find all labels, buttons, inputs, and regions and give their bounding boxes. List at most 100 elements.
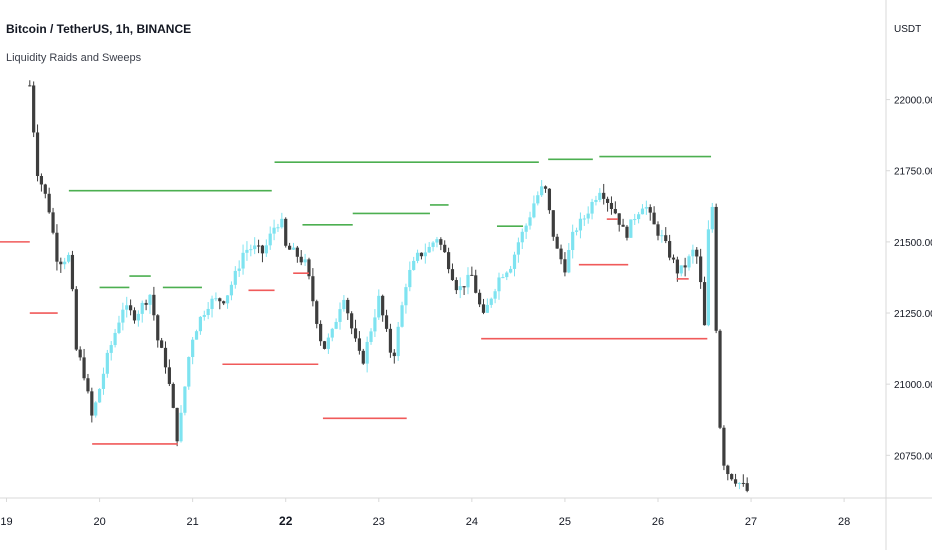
candle-body	[578, 218, 583, 231]
candle-body	[671, 257, 676, 260]
symbol-title[interactable]: Bitcoin / TetherUS, 1h, BINANCE	[6, 22, 192, 36]
candle-body	[295, 247, 299, 257]
candle-body	[435, 239, 439, 243]
indicator-label[interactable]: Liquidity Raids and Sweeps	[6, 52, 142, 64]
candle-body	[303, 259, 307, 263]
candle-body	[675, 259, 679, 274]
candle-body	[652, 212, 656, 225]
x-tick-label: 28	[838, 516, 850, 528]
candle-body	[272, 227, 276, 234]
candle-body	[462, 286, 466, 288]
candle-body	[396, 326, 400, 357]
candle-body	[233, 270, 237, 285]
candle-body	[594, 199, 598, 202]
candle-body	[136, 313, 140, 321]
candle-body	[249, 249, 253, 251]
candle-body	[454, 280, 458, 291]
candle-body	[59, 261, 63, 265]
candle-body	[194, 331, 199, 340]
candle-body	[179, 412, 183, 442]
candle-body	[602, 192, 606, 199]
candle-body	[706, 229, 711, 326]
candle-body	[191, 339, 195, 358]
candle-body	[695, 249, 699, 257]
candle-body	[400, 305, 404, 327]
candle-body	[198, 316, 203, 332]
candle-body	[129, 305, 133, 311]
candle-body	[342, 299, 346, 310]
liquidity-levels	[0, 155, 712, 445]
candle-body	[160, 340, 164, 348]
candle-body	[718, 330, 722, 428]
candle-body	[710, 206, 714, 230]
candle-body	[381, 295, 385, 316]
candle-body	[152, 294, 156, 316]
candle-body	[625, 226, 629, 238]
candle-body	[664, 235, 668, 242]
candle-body	[656, 224, 660, 236]
price-axis[interactable]: 22000.00 21750.00 21500.00 21250.00 21000.00…	[886, 96, 932, 463]
candle-body	[446, 252, 451, 270]
x-tick-label: 27	[745, 516, 757, 528]
candle-body	[225, 295, 230, 304]
candle-body	[47, 193, 51, 213]
candle-body	[505, 272, 509, 278]
candle-body	[745, 483, 749, 491]
candle-body	[284, 218, 288, 246]
candle-body	[90, 391, 94, 416]
candle-body	[330, 328, 334, 338]
y-tick-label: 20750.00	[894, 451, 932, 462]
candle-body	[94, 402, 98, 416]
y-tick-label: 21250.00	[894, 309, 932, 320]
candle-body	[412, 260, 416, 270]
candle-body	[28, 85, 32, 87]
candle-body	[361, 350, 365, 364]
candle-body	[536, 195, 540, 204]
candle-body	[39, 176, 44, 185]
candle-body	[148, 294, 152, 305]
candle-body	[97, 388, 102, 403]
candle-body	[63, 261, 67, 265]
candle-body	[66, 254, 71, 262]
candle-body	[555, 236, 559, 249]
candle-body	[648, 207, 652, 213]
candle-body	[218, 298, 222, 302]
candle-body	[702, 282, 707, 326]
candle-body	[369, 331, 373, 342]
candle-body	[32, 85, 36, 133]
candle-body	[78, 349, 82, 358]
candle-body	[633, 219, 637, 221]
candle-body	[489, 298, 493, 305]
candle-body	[322, 341, 327, 349]
candle-body	[714, 206, 718, 331]
time-axis[interactable]: 19 20 21 22 23 24 25 26 27 28	[0, 498, 850, 528]
candle-body	[241, 252, 245, 269]
candle-body	[256, 245, 261, 247]
candle-body	[551, 210, 555, 237]
candle-body	[229, 284, 234, 296]
candle-body	[629, 219, 633, 238]
y-tick-label: 21750.00	[894, 167, 932, 178]
candle-body	[443, 244, 447, 253]
x-tick-label: 26	[652, 516, 664, 528]
candle-body	[415, 252, 420, 261]
candle-body	[598, 192, 602, 200]
y-tick-label: 21000.00	[894, 380, 932, 391]
x-tick-label: 19	[0, 516, 12, 528]
candle-body	[392, 352, 396, 357]
candle-body	[113, 332, 117, 346]
x-tick-label: 24	[466, 516, 478, 528]
candle-body	[287, 245, 292, 250]
candle-body	[121, 309, 125, 323]
candle-body	[722, 427, 726, 466]
candle-body	[245, 249, 249, 253]
candle-body	[571, 231, 575, 251]
candle-body	[109, 345, 113, 353]
candle-body	[373, 317, 377, 332]
candle-body	[206, 308, 210, 316]
candle-body	[365, 341, 369, 364]
candle-body	[512, 254, 517, 269]
candle-body	[730, 474, 734, 480]
candle-body	[156, 315, 160, 341]
